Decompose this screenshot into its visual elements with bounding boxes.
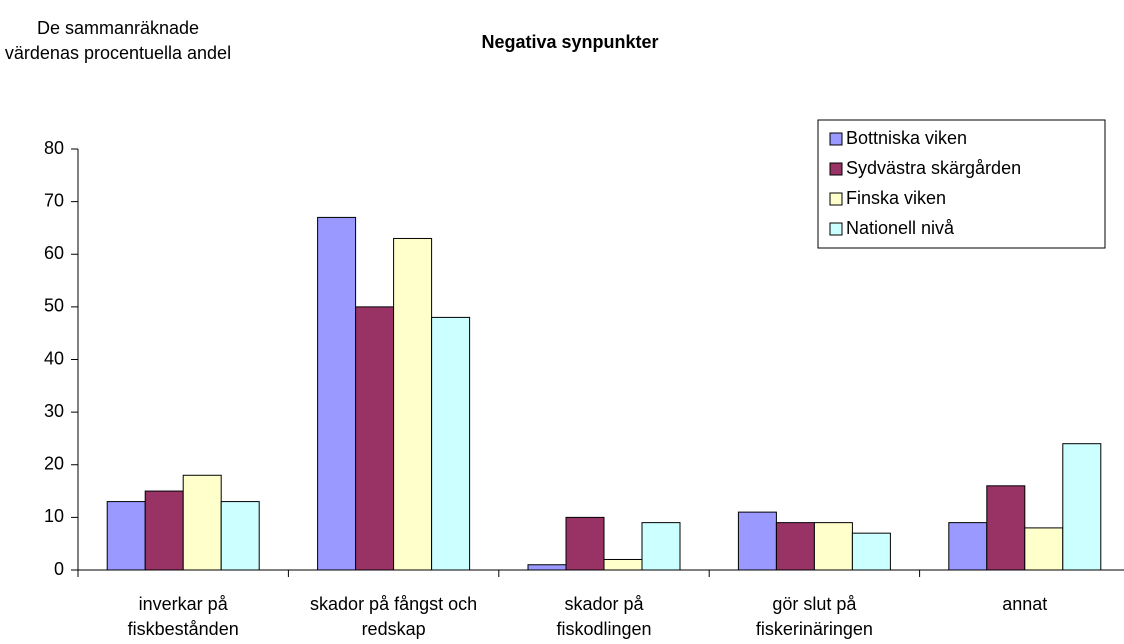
legend-swatch (829, 162, 843, 176)
bar (106, 501, 146, 571)
bar (813, 522, 853, 571)
bar (220, 501, 260, 571)
legend-swatch (829, 192, 843, 206)
bar (737, 511, 777, 571)
bar (851, 532, 891, 571)
y-tick-label: 80 (44, 138, 64, 158)
x-tick-label: gör slut på fiskerinäringen (755, 594, 873, 639)
bar (1062, 443, 1102, 571)
legend-label: Nationell nivå (846, 218, 955, 238)
bar (603, 558, 643, 571)
bar (144, 490, 184, 571)
y-tick-label: 50 (44, 296, 64, 316)
x-tick-label: annat (1002, 594, 1048, 614)
x-tick-label: inverkar på fiskbestånden (127, 594, 239, 639)
x-tick-label: skador på fiskodlingen (556, 594, 652, 639)
bar (393, 237, 433, 571)
y-tick-label: 40 (44, 348, 64, 368)
y-tick-label: 30 (44, 401, 64, 421)
x-tick-label: skador på fångst och redskap (310, 594, 478, 639)
legend-label: Bottniska viken (846, 128, 967, 148)
bar (565, 516, 605, 571)
bar (355, 306, 395, 571)
legend-swatch (829, 222, 843, 236)
bar (317, 216, 357, 571)
bar (775, 522, 815, 571)
y-axis-label: De sammanräknade värdenas procentuella a… (4, 18, 232, 63)
y-tick-label: 70 (44, 190, 64, 210)
legend-label: Sydvästra skärgården (846, 158, 1021, 178)
y-tick-label: 0 (54, 559, 64, 579)
legend-label: Finska viken (846, 188, 946, 208)
bar (986, 485, 1026, 571)
chart-title: Negativa synpunkter (481, 32, 658, 52)
legend (817, 119, 1106, 249)
y-tick-label: 60 (44, 243, 64, 263)
bar (641, 522, 681, 571)
legend-swatch (829, 132, 843, 146)
bar (431, 316, 471, 571)
y-tick-label: 20 (44, 454, 64, 474)
y-tick-label: 10 (44, 506, 64, 526)
bar (1024, 527, 1064, 571)
bar (182, 474, 222, 571)
bar (527, 564, 567, 571)
bar (948, 522, 988, 571)
